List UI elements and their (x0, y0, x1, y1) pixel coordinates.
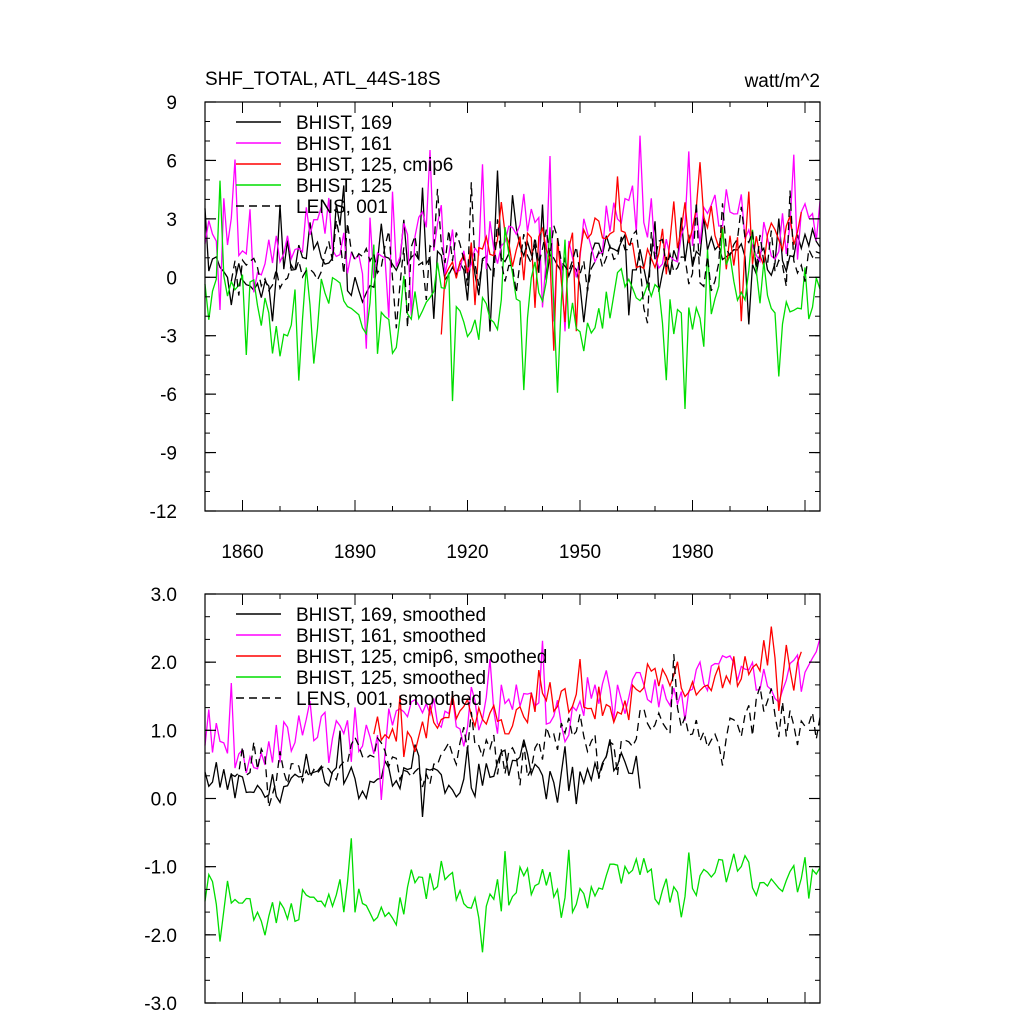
x-tick-label: 1950 (559, 542, 601, 563)
legend-label: BHIST, 169, smoothed (296, 605, 486, 626)
series-line (204, 730, 641, 817)
y-tick-label: 0.0 (151, 790, 177, 811)
series-line (373, 626, 802, 758)
plot-frame (204, 101, 821, 512)
legend-label: BHIST, 125, smoothed (296, 668, 486, 689)
series-line (230, 182, 821, 329)
y-tick-label: -3.0 (144, 994, 177, 1015)
y-tick-label: 1.0 (151, 721, 177, 742)
series-line (204, 180, 821, 410)
bottom-panel: 3.0 2.0 1.0 0.0 -1.0 -2.0 -3.0 BHIST, 169, smo… (144, 585, 821, 1015)
y-tick-label: -9 (160, 444, 177, 465)
series-line (204, 170, 821, 332)
series-layer (204, 135, 821, 410)
series-line (204, 838, 821, 953)
legend-label: LENS, 001, smoothed (296, 689, 482, 710)
series-layer (204, 626, 821, 953)
x-tick-label: 1890 (334, 542, 376, 563)
legend-label: BHIST, 125, cmip6, smoothed (296, 647, 547, 668)
y-tick-label: -6 (160, 385, 177, 406)
y-tick-label: 6 (166, 151, 177, 172)
series-line (204, 638, 821, 800)
y-tick-label: 3.0 (151, 585, 177, 606)
legend-label: BHIST, 161 (296, 134, 392, 155)
y-tick-label: 3 (166, 210, 177, 231)
y-tick-label: -12 (150, 502, 177, 523)
legend-label: BHIST, 125 (296, 176, 392, 197)
y-tick-label: 0 (166, 268, 177, 289)
y-tick-label: 9 (166, 93, 177, 114)
legend-label: BHIST, 125, cmip6 (296, 155, 453, 176)
chart-title: SHF_TOTAL, ATL_44S-18S (205, 69, 441, 90)
x-tick-label: 1920 (446, 542, 488, 563)
x-tick-label: 1980 (671, 542, 713, 563)
series-line (204, 135, 821, 349)
y-tick-label: -3 (160, 327, 177, 348)
units-label: watt/m^2 (744, 71, 820, 92)
legend-label: BHIST, 161, smoothed (296, 626, 486, 647)
tick-layer: 9 6 3 0 -3 -6 -9 -12 1860 1890 1920 1950 1980 (150, 93, 820, 563)
y-tick-label: -2.0 (144, 926, 177, 947)
y-tick-label: -1.0 (144, 858, 177, 879)
legend-label: BHIST, 169 (296, 113, 392, 134)
x-tick-label: 1860 (221, 542, 263, 563)
tick-layer: 3.0 2.0 1.0 0.0 -1.0 -2.0 -3.0 (144, 585, 820, 1015)
plot-frame (204, 593, 821, 1004)
series-line (230, 654, 821, 808)
y-tick-label: 2.0 (151, 653, 177, 674)
top-panel: SHF_TOTAL, ATL_44S-18S watt/m^2 9 6 3 0 -3 -6… (150, 69, 821, 563)
series-line (440, 162, 802, 351)
legend-label: LENS, 001 (296, 197, 388, 218)
